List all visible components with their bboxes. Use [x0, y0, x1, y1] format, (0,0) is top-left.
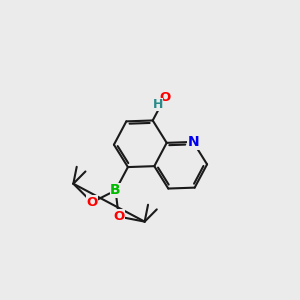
- Text: O: O: [86, 196, 98, 209]
- Text: O: O: [160, 91, 171, 103]
- Text: N: N: [187, 135, 199, 149]
- Text: B: B: [110, 183, 121, 197]
- Text: H: H: [152, 98, 163, 111]
- Text: O: O: [113, 210, 124, 223]
